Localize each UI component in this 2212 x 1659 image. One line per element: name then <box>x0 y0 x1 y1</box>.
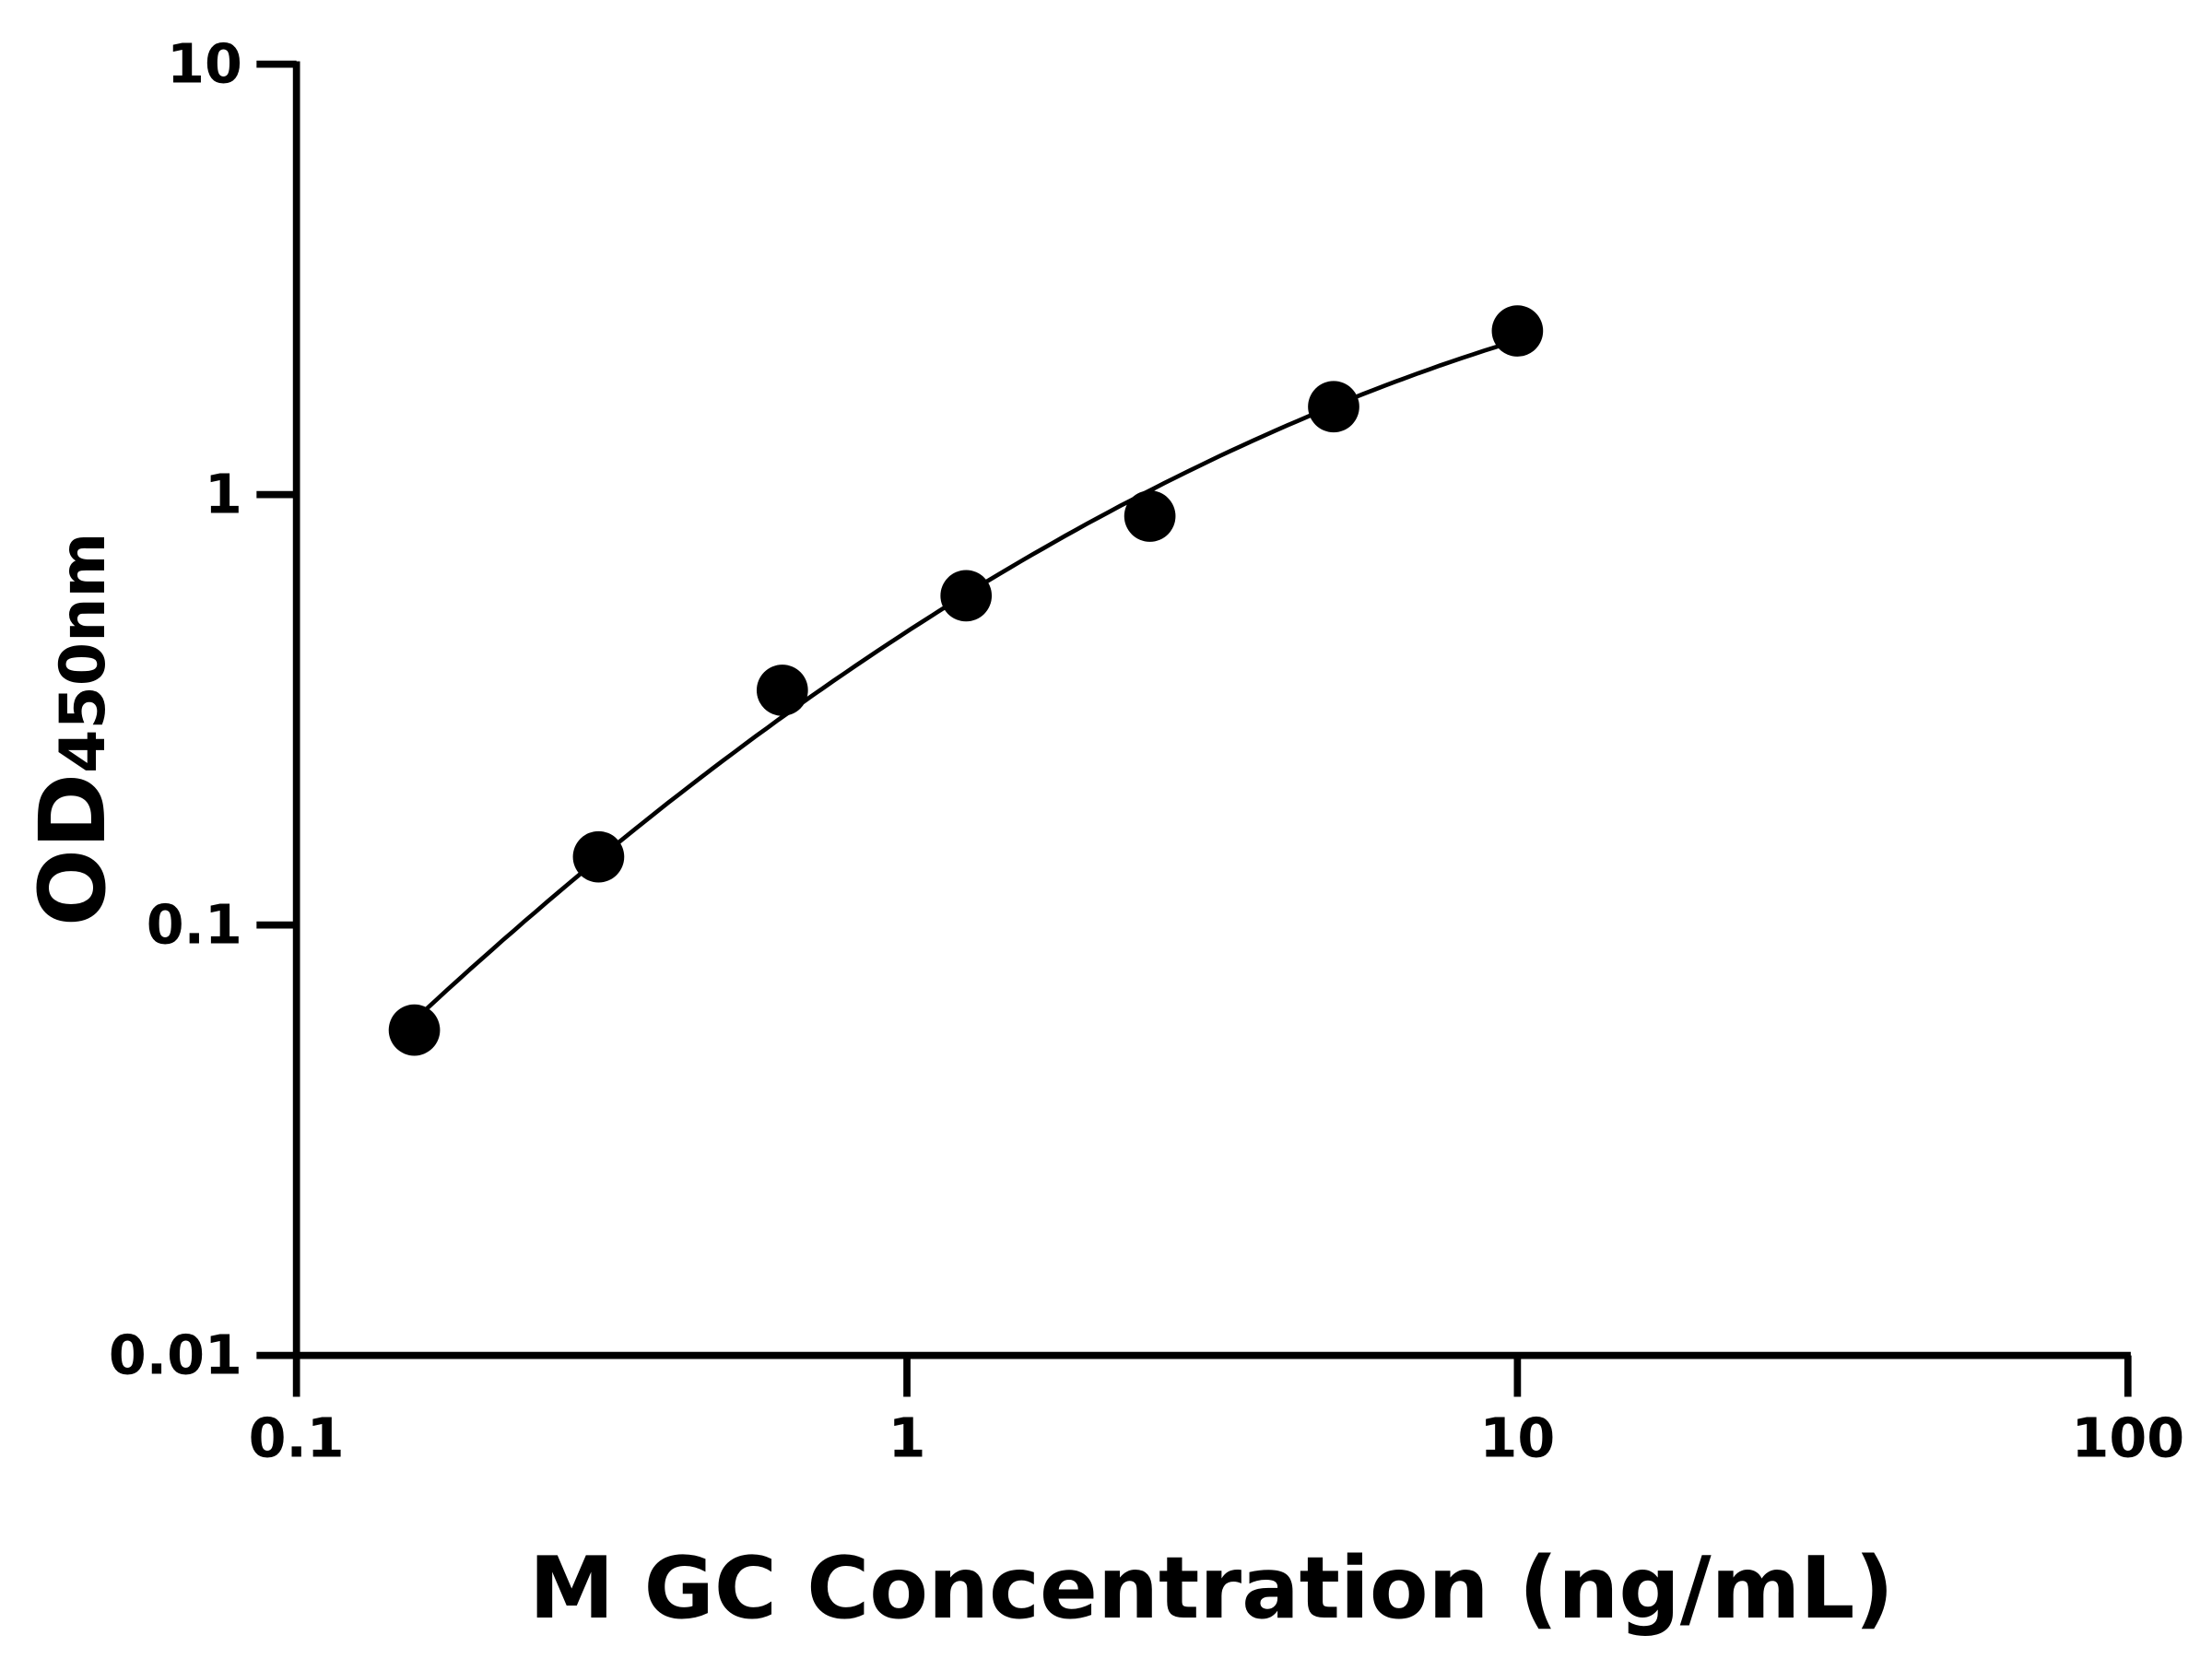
data-point <box>388 1004 441 1056</box>
y-axis-label-sub: 450nm <box>47 533 120 773</box>
y-tick-label: 10 <box>167 32 242 96</box>
axes <box>292 61 2131 1359</box>
data-point <box>940 570 993 622</box>
data-point <box>572 830 625 883</box>
x-axis-label: M GC Concentration (ng/mL) <box>529 1538 1894 1638</box>
x-tick-label: 1 <box>888 1406 926 1469</box>
y-axis-label-main: OD <box>20 773 126 926</box>
x-tick-label: 10 <box>1480 1406 1556 1469</box>
x-tick-label: 0.1 <box>249 1406 345 1469</box>
data-point <box>1308 381 1359 433</box>
x-ticks: 0.1 1 10 100 <box>249 1355 2184 1469</box>
fit-curve <box>412 337 1519 1022</box>
y-ticks: 0.01 0.1 1 10 <box>109 32 297 1387</box>
data-point <box>756 665 808 716</box>
y-tick-label: 0.1 <box>147 893 242 957</box>
data-points <box>388 305 1544 1056</box>
data-point <box>1124 490 1176 542</box>
y-tick-label: 1 <box>205 463 242 526</box>
x-tick-label: 100 <box>2071 1406 2184 1469</box>
data-point <box>1491 305 1544 357</box>
y-axis-label: OD450nm <box>20 533 126 927</box>
y-tick-label: 0.01 <box>109 1324 242 1387</box>
